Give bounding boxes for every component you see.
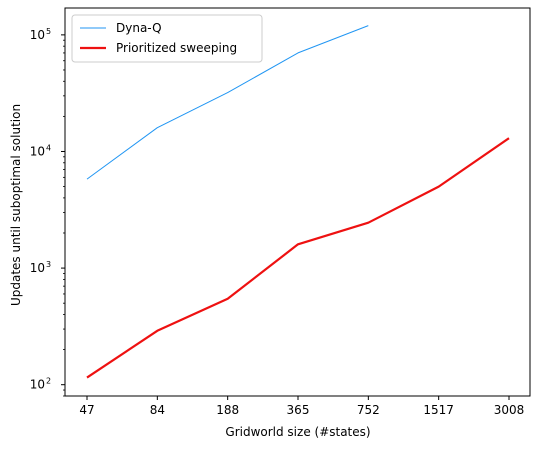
x-tick-label-4: 752: [357, 403, 380, 417]
y-tick-label-1: 10: [30, 261, 45, 275]
y-axis-label: Updates until suboptimal solution: [9, 104, 23, 306]
legend: Dyna-Q Prioritized sweeping: [71, 14, 263, 63]
series-line-1: [86, 137, 510, 379]
x-tick-label-1: 84: [150, 403, 165, 417]
y-tick-exponent-0: 2: [46, 377, 51, 386]
y-tick-label-2: 10: [30, 144, 45, 158]
x-tick-label-3: 365: [287, 403, 310, 417]
y-tick-exponent-3: 5: [46, 27, 51, 36]
y-tick-exponent-1: 3: [46, 260, 51, 269]
y-tick-label-3: 10: [30, 28, 45, 42]
legend-label-0: Dyna-Q: [116, 21, 162, 35]
y-tick-exponent-2: 4: [46, 143, 51, 152]
plot-area: [86, 25, 510, 379]
x-tick-label-2: 188: [216, 403, 239, 417]
x-tick-label-0: 47: [79, 403, 94, 417]
x-axis-label: Gridworld size (#states): [225, 425, 370, 439]
x-tick-label-6: 3008: [494, 403, 525, 417]
axes-frame: [64, 7, 531, 397]
legend-label-1: Prioritized sweeping: [116, 41, 237, 55]
y-tick-label-0: 10: [30, 378, 45, 392]
series-line-0: [86, 25, 369, 180]
legend-box: [71, 14, 263, 63]
x-tick-label-5: 1517: [423, 403, 454, 417]
